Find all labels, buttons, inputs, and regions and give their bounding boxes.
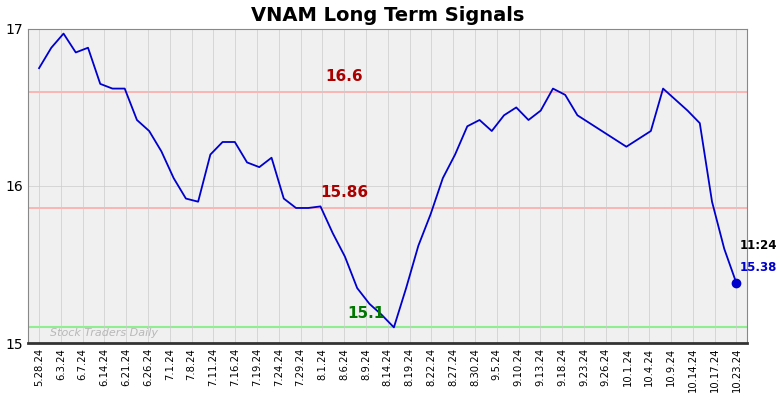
Text: 16.6: 16.6 bbox=[325, 69, 363, 84]
Text: 15.1: 15.1 bbox=[347, 306, 385, 321]
Text: Stock Traders Daily: Stock Traders Daily bbox=[50, 328, 158, 338]
Title: VNAM Long Term Signals: VNAM Long Term Signals bbox=[251, 6, 524, 25]
Text: 15.38: 15.38 bbox=[740, 261, 777, 274]
Text: 15.86: 15.86 bbox=[320, 185, 368, 200]
Text: 11:24: 11:24 bbox=[740, 239, 777, 252]
